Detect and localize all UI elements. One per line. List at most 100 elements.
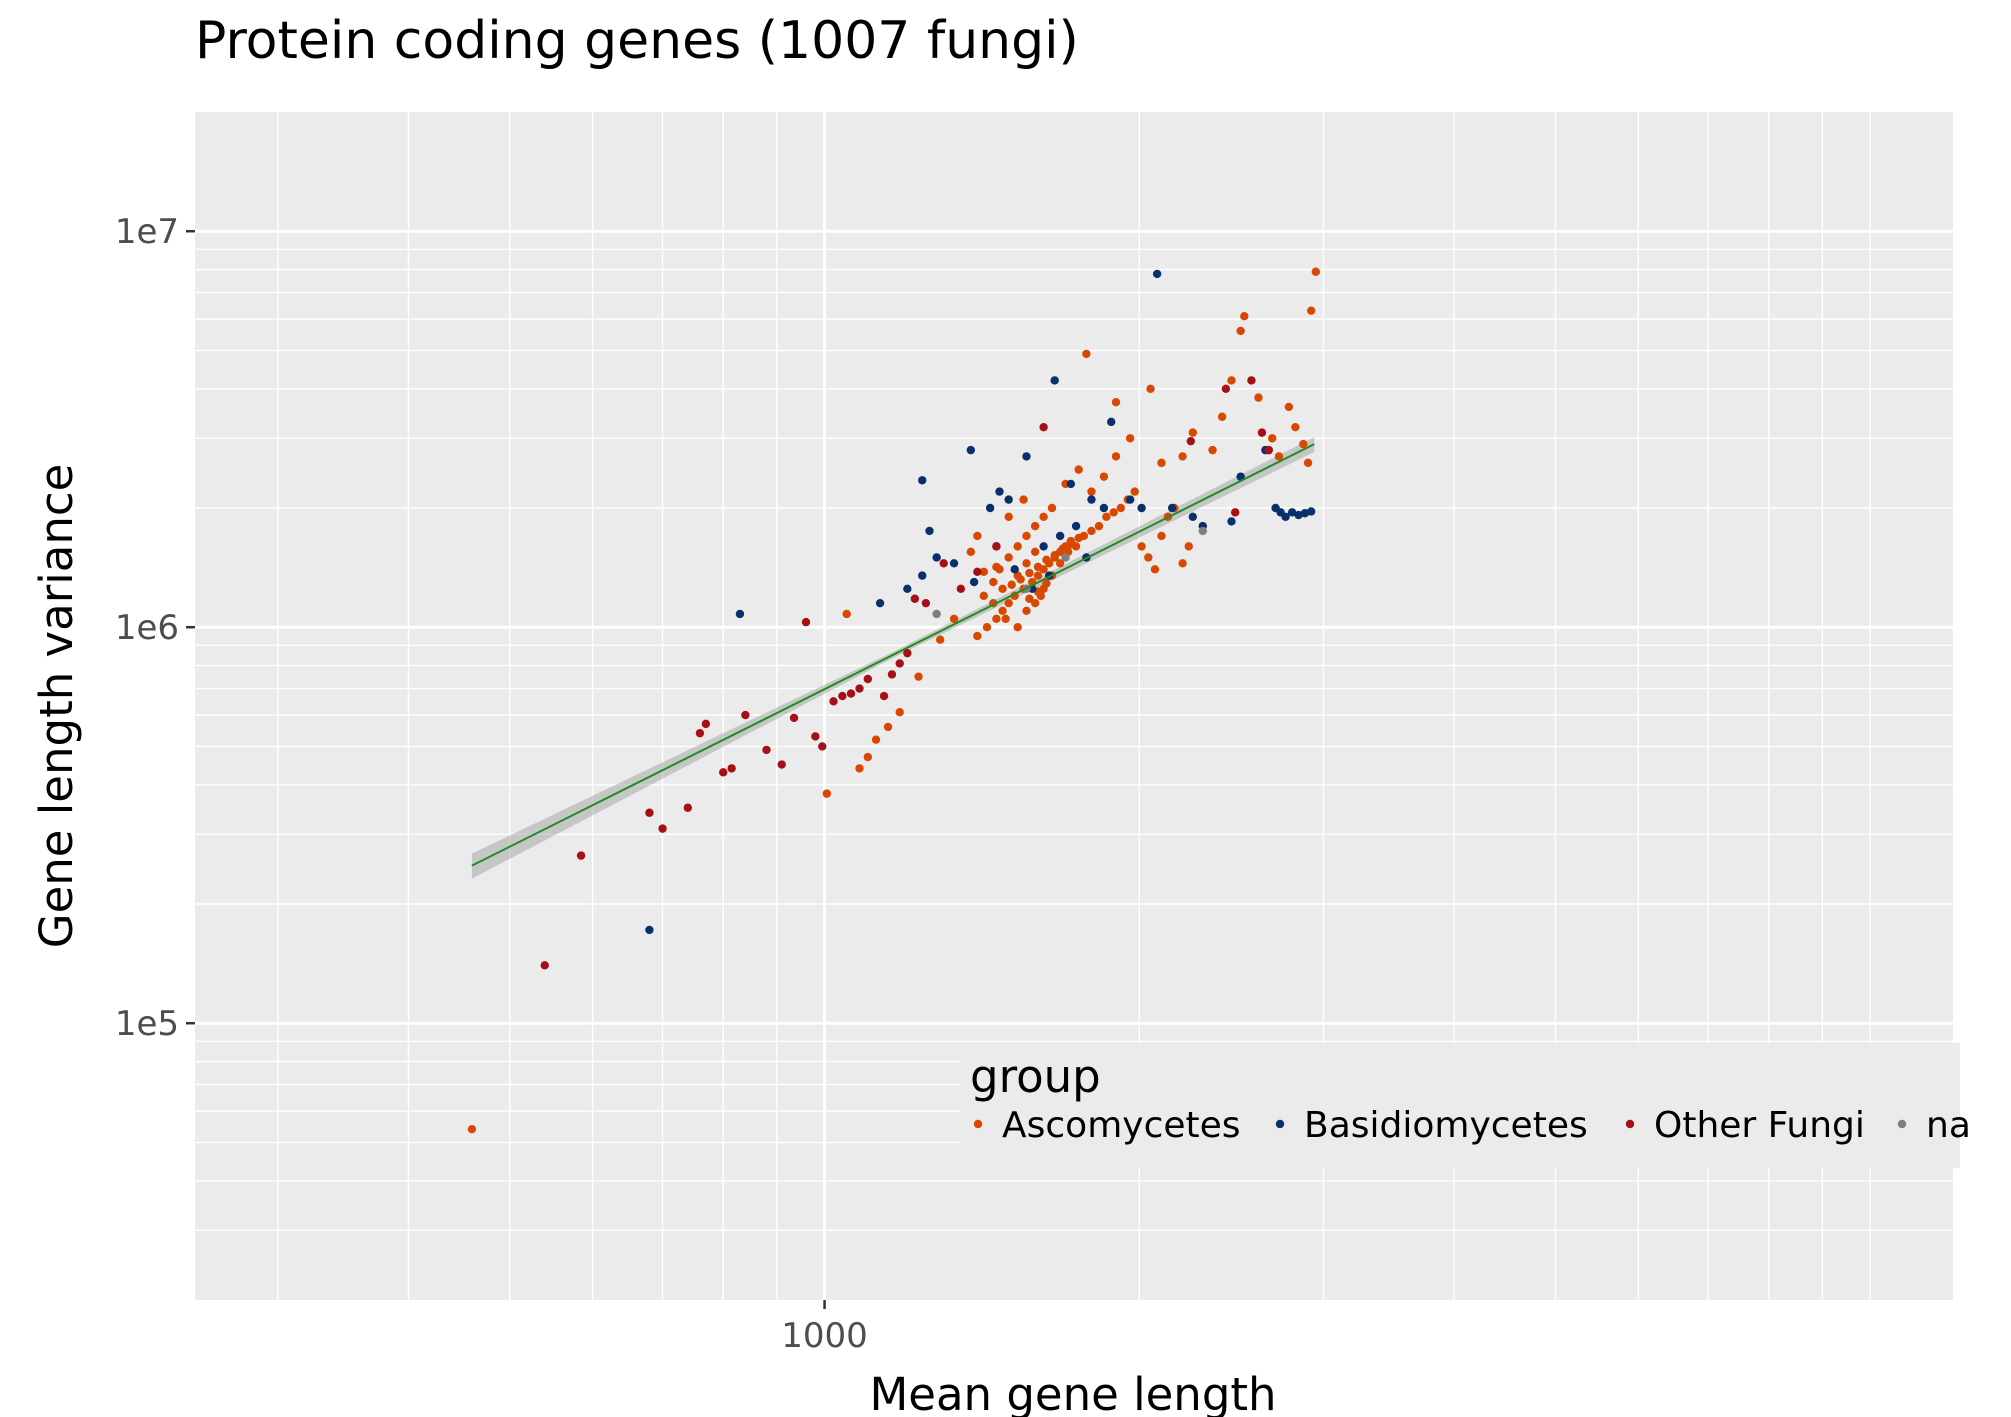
data-point (1111, 397, 1121, 407)
data-point (1178, 559, 1187, 568)
data-point (1050, 376, 1059, 385)
data-point (1268, 434, 1277, 443)
data-point (1125, 434, 1135, 443)
data-point (1055, 531, 1065, 541)
data-point (1116, 503, 1125, 513)
data-point (949, 614, 959, 624)
legend-items: Ascomycetes Basidiomycetes Other Fungi na (973, 1105, 1971, 1146)
data-point (1087, 495, 1096, 504)
data-point (1010, 565, 1019, 574)
data-point (918, 571, 927, 580)
data-point (1004, 598, 1013, 608)
data-point (658, 824, 667, 833)
data-point (1074, 465, 1083, 474)
data-point (1303, 458, 1313, 468)
data-point (1157, 458, 1166, 468)
data-point (1050, 550, 1059, 560)
data-point (1247, 376, 1256, 385)
data-point (645, 808, 654, 817)
data-point (969, 577, 979, 587)
data-point (1099, 472, 1109, 481)
data-point (1022, 606, 1031, 616)
data-point (1311, 267, 1321, 276)
confidence-band (471, 437, 1315, 879)
data-point (727, 764, 736, 773)
trend-confidence-band (471, 437, 1315, 879)
data-point (1306, 507, 1316, 516)
data-point (932, 553, 941, 562)
data-point (1042, 579, 1051, 588)
data-point (1137, 542, 1146, 551)
chart-title: Protein coding genes (1007 fungi) (195, 11, 1079, 71)
legend: group Ascomycetes Basidiomycetes Other Fun… (960, 1043, 1971, 1168)
data-point (1150, 565, 1160, 574)
data-point (1299, 439, 1308, 449)
trend-line (471, 443, 1315, 867)
data-point (1144, 553, 1153, 562)
data-point (973, 567, 982, 577)
data-point (989, 577, 998, 587)
data-point (895, 708, 904, 717)
data-point (1061, 553, 1070, 562)
legend-key (1275, 1119, 1285, 1129)
data-point (811, 732, 820, 741)
data-point (939, 559, 948, 568)
data-point (879, 691, 889, 701)
data-point (1109, 508, 1118, 517)
data-point (1274, 452, 1284, 461)
data-point (956, 584, 966, 594)
data-point (949, 559, 959, 568)
data-point (801, 617, 811, 627)
data-point (1033, 562, 1043, 572)
data-point (777, 760, 786, 769)
data-point (1152, 269, 1162, 279)
legend-background (960, 1043, 1960, 1168)
data-point (973, 631, 982, 641)
data-point (855, 764, 864, 773)
data-point (1178, 452, 1187, 461)
x-tick-label: 1000 (781, 1316, 868, 1356)
data-point (1082, 349, 1091, 359)
data-point (1254, 393, 1263, 402)
data-point (966, 445, 976, 455)
legend-label: na (1926, 1105, 1971, 1146)
data-point (1186, 436, 1195, 446)
data-point (895, 659, 904, 668)
data-point (1257, 428, 1267, 437)
data-point (701, 719, 711, 729)
data-point (1107, 417, 1116, 427)
data-point (1016, 575, 1025, 584)
data-point (903, 584, 912, 594)
data-point (1130, 487, 1139, 496)
data-point (1087, 526, 1096, 536)
data-point (1099, 503, 1109, 513)
data-point (875, 598, 885, 608)
data-point (695, 728, 705, 738)
data-point (1167, 503, 1177, 513)
data-point (985, 503, 995, 513)
data-point (683, 803, 693, 812)
data-point (998, 584, 1007, 594)
data-point (1094, 521, 1104, 531)
data-point (1074, 533, 1083, 543)
data-point (887, 670, 897, 679)
legend-key (1625, 1119, 1635, 1129)
data-point (1030, 547, 1040, 557)
data-point (932, 609, 941, 619)
data-point (1033, 571, 1043, 580)
data-point (1137, 503, 1146, 513)
data-point (883, 722, 893, 732)
data-point (925, 526, 934, 536)
data-point (1291, 422, 1300, 432)
data-point (1227, 517, 1236, 526)
data-point (1184, 542, 1193, 551)
data-point (855, 684, 864, 693)
data-point (1022, 452, 1031, 461)
data-point (1042, 555, 1051, 564)
y-tick-label: 1e7 (115, 212, 179, 252)
legend-key (973, 1119, 983, 1129)
data-point (1227, 376, 1236, 385)
major-gridlines (195, 112, 1953, 1300)
data-point (1240, 312, 1249, 321)
